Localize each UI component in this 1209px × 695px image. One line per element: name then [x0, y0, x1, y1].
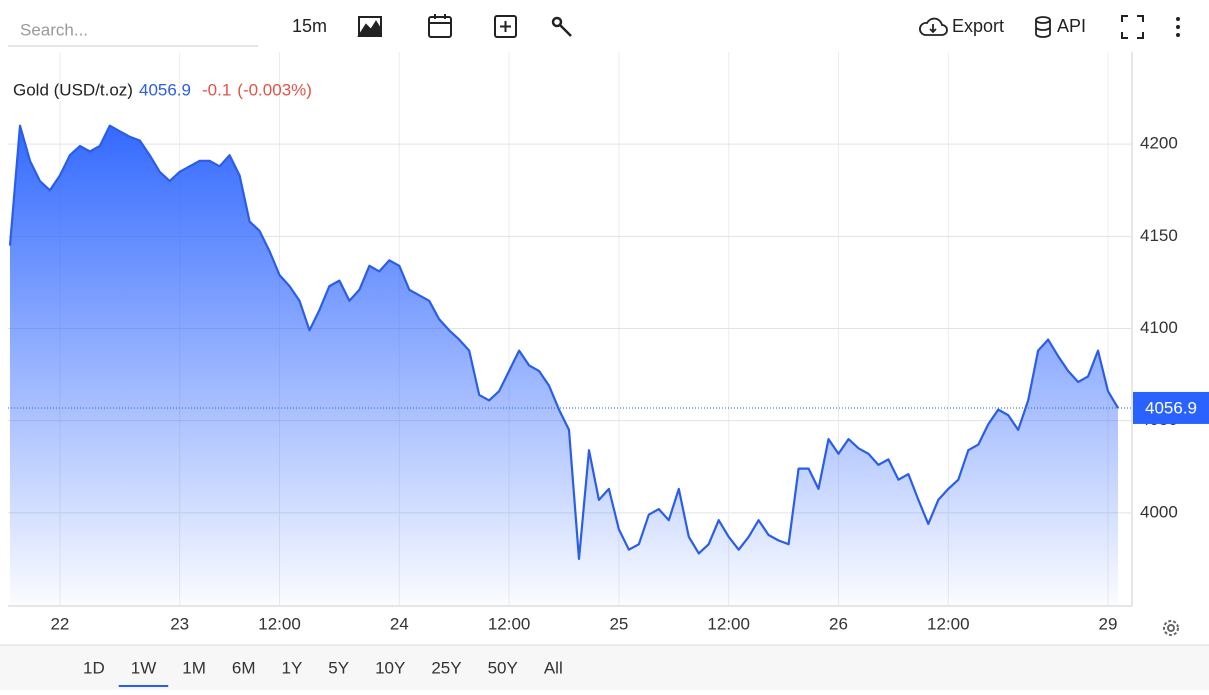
- range-button[interactable]: 1M: [182, 658, 206, 677]
- x-tick-label: 24: [390, 614, 409, 633]
- interval-button[interactable]: 15m: [292, 16, 327, 36]
- range-button[interactable]: 1D: [83, 658, 105, 677]
- x-tick-label: 25: [609, 614, 628, 633]
- range-button[interactable]: 6M: [232, 658, 256, 677]
- y-tick-label: 4150: [1140, 226, 1178, 245]
- x-tick-label: 12:00: [258, 614, 301, 633]
- range-button[interactable]: 5Y: [328, 658, 349, 677]
- api-button[interactable]: API: [1057, 16, 1086, 36]
- api-icon[interactable]: [1035, 16, 1051, 38]
- chart-settings-icon[interactable]: [1163, 620, 1179, 636]
- compare-icon[interactable]: [494, 15, 517, 38]
- range-buttons: 1D 1W 1M 6M 1Y 5Y 10Y 25Y 50Y All: [83, 658, 563, 687]
- y-tick-label: 4100: [1140, 318, 1178, 337]
- range-button[interactable]: All: [544, 658, 563, 677]
- y-tick-label: 4000: [1140, 502, 1178, 521]
- y-tick-label: 4200: [1140, 134, 1178, 153]
- last-price: 4056.9: [139, 80, 191, 99]
- range-button[interactable]: 1W: [131, 658, 157, 677]
- x-tick-label: 26: [829, 614, 848, 633]
- x-tick-label: 22: [50, 614, 69, 633]
- x-tick-label: 12:00: [707, 614, 750, 633]
- price-change-pct: (-0.003%): [237, 80, 312, 99]
- calendar-icon[interactable]: [428, 14, 452, 38]
- chart-type-icon[interactable]: [357, 16, 382, 37]
- x-tick-label: 12:00: [927, 614, 970, 633]
- area-fill: [10, 125, 1118, 605]
- search-input[interactable]: Search...: [20, 20, 88, 39]
- more-icon[interactable]: [1176, 17, 1180, 37]
- settings-wrench-icon[interactable]: [551, 16, 572, 37]
- price-line: [8, 124, 1119, 560]
- range-button[interactable]: 50Y: [488, 658, 518, 677]
- x-tick-label: 29: [1099, 614, 1118, 633]
- range-bar: [0, 645, 1209, 690]
- export-icon[interactable]: [919, 17, 948, 36]
- last-price-tag: [1133, 391, 1209, 424]
- range-button[interactable]: 25Y: [431, 658, 461, 677]
- x-tick-label: 23: [170, 614, 189, 633]
- x-tick-label: 12:00: [488, 614, 531, 633]
- instrument-title: Gold (USD/t.oz): [13, 80, 133, 99]
- fullscreen-icon[interactable]: [1121, 15, 1144, 39]
- price-change: -0.1: [202, 80, 231, 99]
- range-button[interactable]: 10Y: [375, 658, 405, 677]
- range-button[interactable]: 1Y: [281, 658, 302, 677]
- export-button[interactable]: Export: [952, 16, 1004, 36]
- plot-area: 222312:002412:002512:002612:002940004050…: [8, 52, 1209, 633]
- last-price-tag-label: 4056.9: [1145, 398, 1197, 417]
